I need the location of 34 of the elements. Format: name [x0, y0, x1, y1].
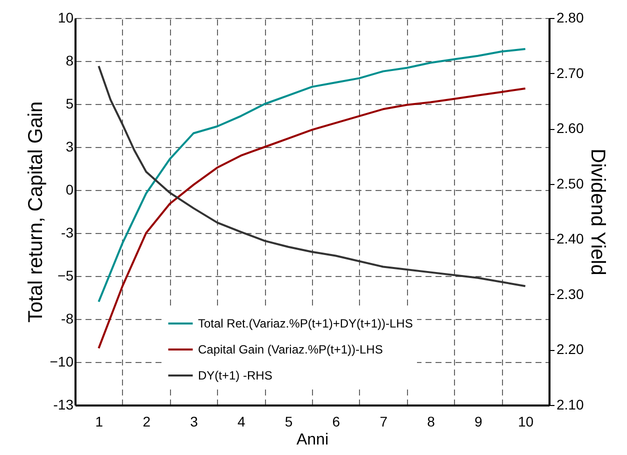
- x-tick-label: 9: [474, 414, 482, 430]
- legend-label: Total Ret.(Variaz.%P(t+1)+DY(t+1))-LHS: [198, 316, 413, 330]
- x-tick-label: 1: [95, 414, 104, 430]
- x-tick-label: 2: [142, 414, 151, 430]
- y-tick-label: 0: [66, 182, 74, 198]
- y-axis-title: Total return, Capital Gain: [24, 101, 47, 323]
- y-tick-label: -13: [53, 396, 74, 412]
- y2-tick-label: 2.80: [556, 10, 584, 26]
- x-tick-label: 10: [518, 414, 534, 430]
- y-tick-label: −5: [58, 268, 74, 284]
- y2-tick-label: 2.60: [556, 120, 584, 136]
- y-tick-label: -3: [61, 224, 74, 240]
- x-tick-label: 3: [190, 414, 198, 430]
- x-tick-label: 4: [238, 414, 246, 430]
- x-tick-label: 8: [427, 414, 436, 430]
- y2-tick-label: 2.50: [556, 175, 584, 192]
- x-axis-title: Anni: [296, 432, 329, 448]
- y-tick-label: -8: [61, 310, 74, 326]
- x-tick-label: 5: [284, 414, 293, 430]
- y2-tick-label: 2.10: [556, 396, 584, 412]
- y-tick-label: 8: [66, 52, 74, 68]
- x-tick-label: 6: [332, 414, 340, 430]
- y-tick-label: 5: [66, 96, 74, 112]
- y-tick-label: 3: [66, 138, 74, 154]
- y-tick-label: −10: [50, 354, 74, 370]
- x-tick-label: 7: [380, 414, 388, 430]
- legend-label: DY(t+1) -RHS: [198, 368, 272, 382]
- y2-tick-label: 2.20: [556, 341, 584, 358]
- y2-tick-label: 2.30: [556, 286, 584, 302]
- y2-tick-label: 2.70: [556, 64, 584, 81]
- y2-axis-title: Dividend Yield: [586, 148, 609, 276]
- y2-tick-label: 2.40: [556, 230, 584, 247]
- legend-label: Capital Gain (Variaz.%P(t+1))-LHS: [198, 342, 383, 356]
- y-tick-label: 10: [58, 10, 74, 26]
